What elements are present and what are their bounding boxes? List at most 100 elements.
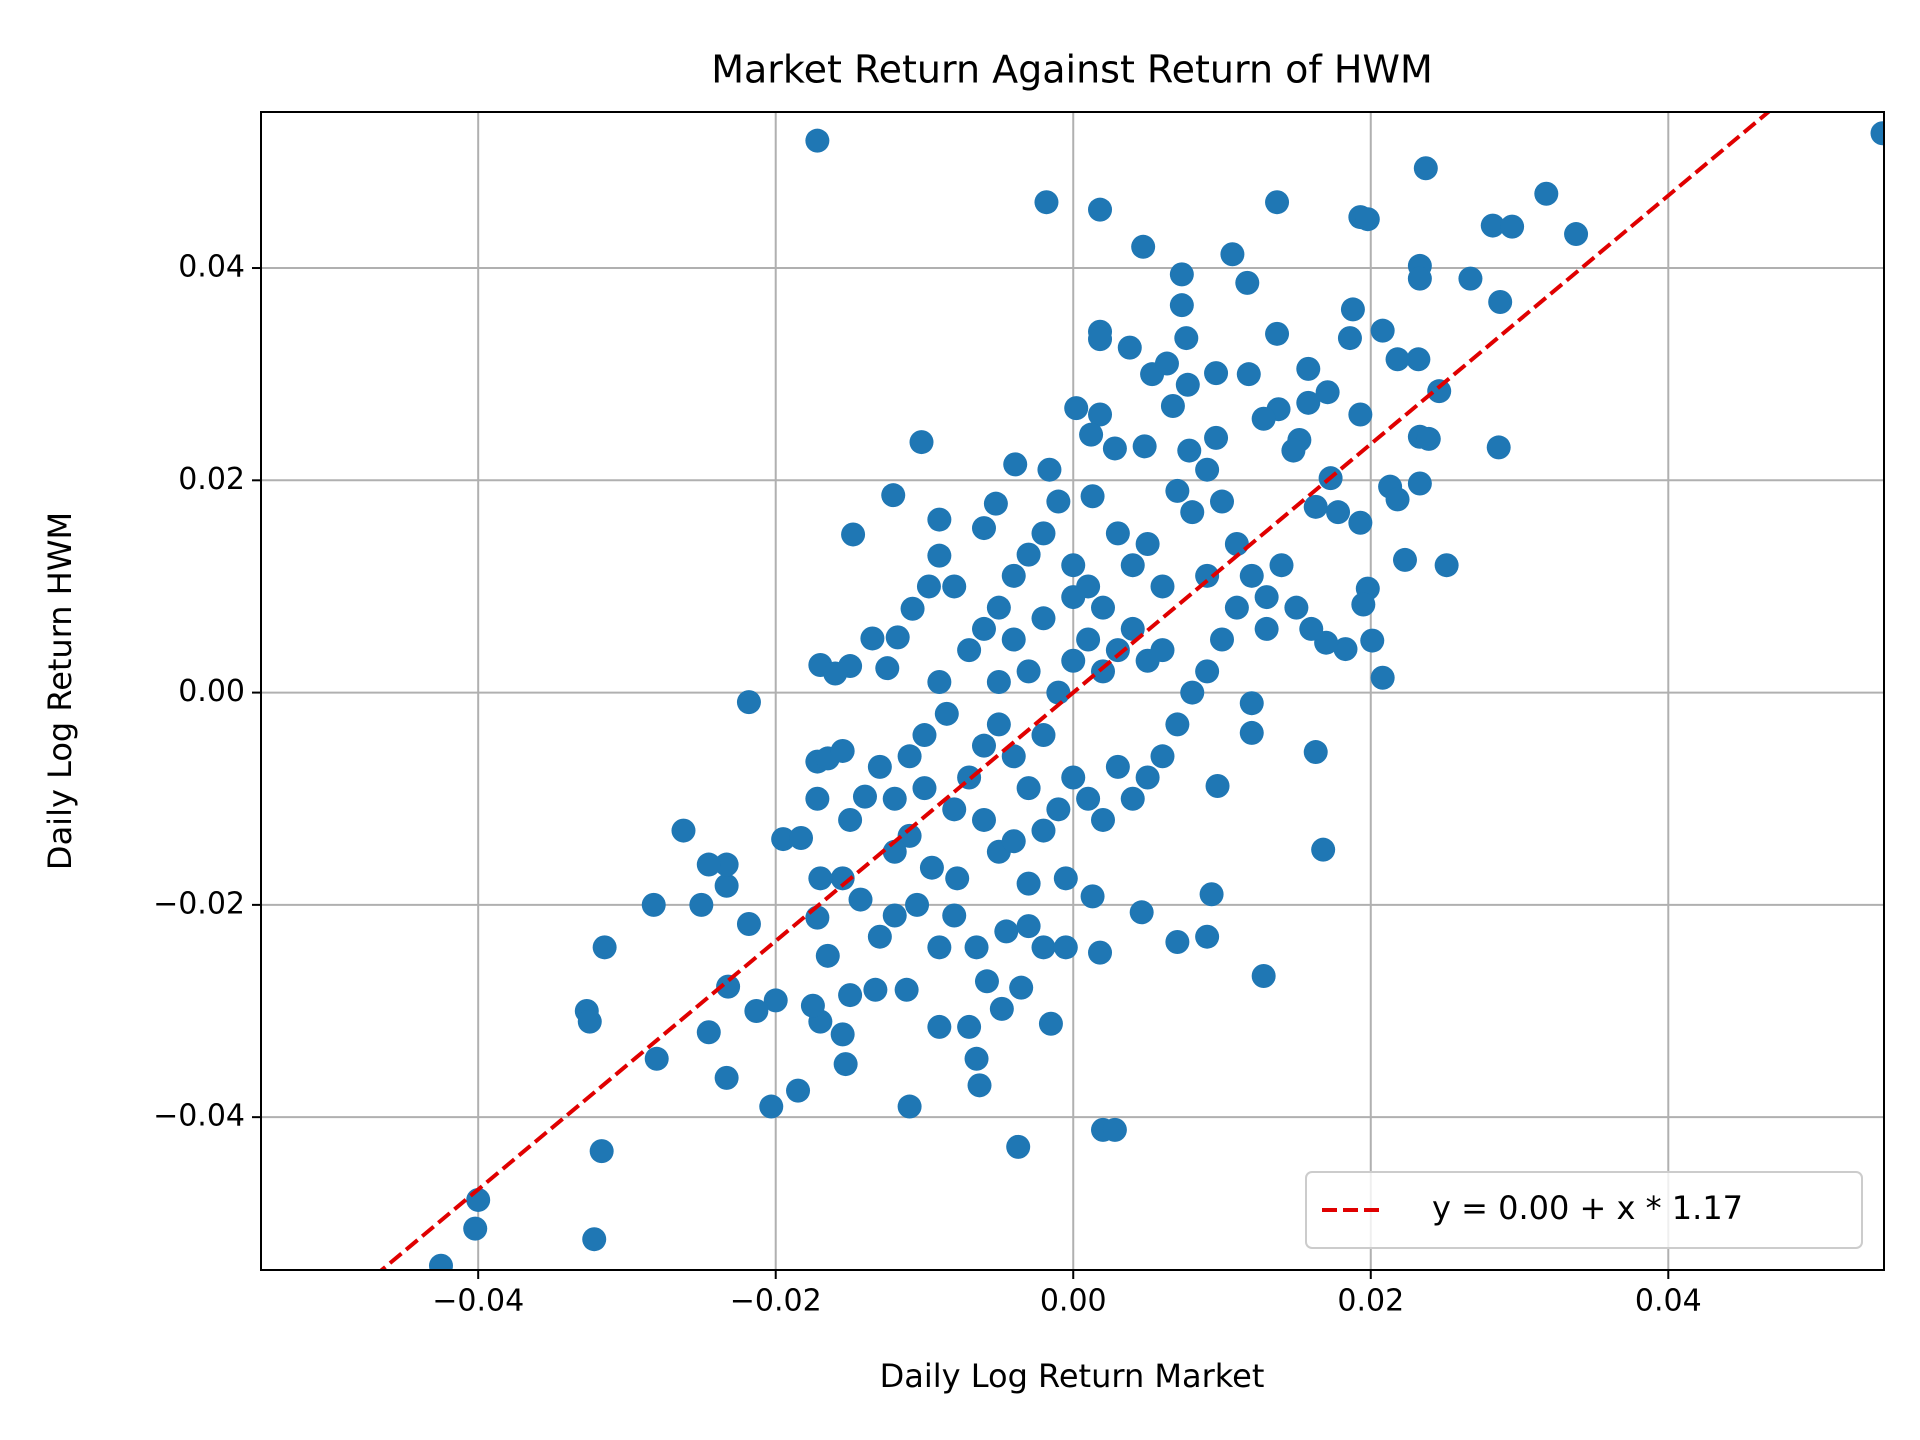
scatter-point xyxy=(1311,837,1336,862)
scatter-point xyxy=(1210,627,1235,652)
scatter-point xyxy=(833,1052,858,1077)
scatter-point xyxy=(942,903,967,928)
scatter-point xyxy=(934,701,959,726)
scatter-point xyxy=(1003,452,1028,477)
scatter-point xyxy=(971,516,996,541)
scatter-point xyxy=(1031,521,1056,546)
scatter-point xyxy=(1001,627,1026,652)
scatter-point xyxy=(1340,297,1365,322)
scatter-point xyxy=(1204,425,1229,450)
fit-line xyxy=(378,112,1772,1270)
scatter-point xyxy=(1079,422,1104,447)
x-tick-label: −0.02 xyxy=(730,1284,822,1319)
scatter-point xyxy=(894,977,919,1002)
scatter-point xyxy=(696,852,721,877)
scatter-point xyxy=(1500,214,1525,239)
scatter-point xyxy=(1220,242,1245,267)
scatter-point xyxy=(1061,553,1086,578)
scatter-point xyxy=(1224,595,1249,620)
scatter-point xyxy=(989,996,1014,1021)
scatter-point xyxy=(1165,478,1190,503)
scatter-point xyxy=(1016,871,1041,896)
scatter-point xyxy=(1046,797,1071,822)
scatter-point xyxy=(714,873,739,898)
scatter-point xyxy=(1150,638,1175,663)
scatter-point xyxy=(882,903,907,928)
scatter-point xyxy=(1427,379,1452,404)
scatter-point xyxy=(1195,457,1220,482)
scatter-point xyxy=(885,625,910,650)
scatter-point xyxy=(1406,347,1431,372)
scatter-point xyxy=(714,852,739,877)
scatter-point xyxy=(716,974,741,999)
scatter-point xyxy=(957,1014,982,1039)
scatter-point xyxy=(1265,321,1290,346)
scatter-point xyxy=(1488,289,1513,314)
scatter-point xyxy=(1120,786,1145,811)
scatter-point xyxy=(1031,818,1056,843)
x-axis-label: Daily Log Return Market xyxy=(880,1357,1265,1395)
scatter-point xyxy=(1360,628,1385,653)
scatter-point xyxy=(1169,262,1194,287)
scatter-point xyxy=(1296,356,1321,381)
x-tick-label: −0.04 xyxy=(432,1284,524,1319)
scatter-point xyxy=(863,977,888,1002)
scatter-point xyxy=(1076,627,1101,652)
scatter-point xyxy=(1199,882,1224,907)
scatter-point xyxy=(1016,914,1041,939)
scatter-point xyxy=(1239,720,1264,745)
scatter-point xyxy=(1053,935,1078,960)
scatter-point xyxy=(1348,402,1373,427)
scatter-point xyxy=(736,690,761,715)
scatter-point xyxy=(1053,866,1078,891)
scatter-point xyxy=(867,754,892,779)
scatter-point xyxy=(805,128,830,153)
scatter-point xyxy=(1416,426,1441,451)
scatter-point xyxy=(1120,616,1145,641)
scatter-point xyxy=(1001,744,1026,769)
scatter-point xyxy=(1105,521,1130,546)
scatter-point xyxy=(1131,234,1156,259)
scatter-point xyxy=(881,483,906,508)
scatter-point xyxy=(1351,592,1376,617)
scatter-point xyxy=(808,866,833,891)
scatter-point xyxy=(1061,648,1086,673)
scatter-point xyxy=(1061,585,1086,610)
scatter-point xyxy=(1088,402,1113,427)
scatter-point xyxy=(927,507,952,532)
scatter-point xyxy=(974,969,999,994)
scatter-point xyxy=(1284,595,1309,620)
scatter-point xyxy=(1174,326,1199,351)
scatter-point xyxy=(1392,547,1417,572)
scatter-point xyxy=(1088,940,1113,965)
scatter-point xyxy=(830,738,855,763)
scatter-point xyxy=(919,855,944,880)
scatter-point xyxy=(671,818,696,843)
scatter-point xyxy=(971,733,996,758)
y-tick-label: −0.02 xyxy=(153,886,245,921)
scatter-point xyxy=(800,993,825,1018)
scatter-point xyxy=(805,786,830,811)
scatter-point xyxy=(1303,740,1328,765)
scatter-point xyxy=(1870,121,1884,146)
scatter-point xyxy=(1160,394,1185,419)
scatter-point xyxy=(912,723,937,748)
ticks: −0.04 −0.02 0.00 0.02 0.04 −0.04 −0.02 0.00 0.02… xyxy=(153,250,1702,1319)
scatter-point xyxy=(964,935,989,960)
scatter-point xyxy=(1154,351,1179,376)
scatter-point xyxy=(1385,347,1410,372)
scatter-point xyxy=(909,430,934,455)
scatter-point xyxy=(644,1046,669,1071)
scatter-point xyxy=(1251,406,1276,431)
scatter-point xyxy=(1135,765,1160,790)
scatter-point xyxy=(1269,553,1294,578)
scatter-point xyxy=(897,1094,922,1119)
scatter-point xyxy=(759,1094,784,1119)
scatter-point xyxy=(1195,659,1220,684)
legend-label: y = 0.00 + x * 1.17 xyxy=(1432,1189,1743,1227)
scatter-point xyxy=(1117,335,1142,360)
scatter-point xyxy=(1326,500,1351,525)
scatter-point xyxy=(971,616,996,641)
scatter-point xyxy=(964,1046,989,1071)
